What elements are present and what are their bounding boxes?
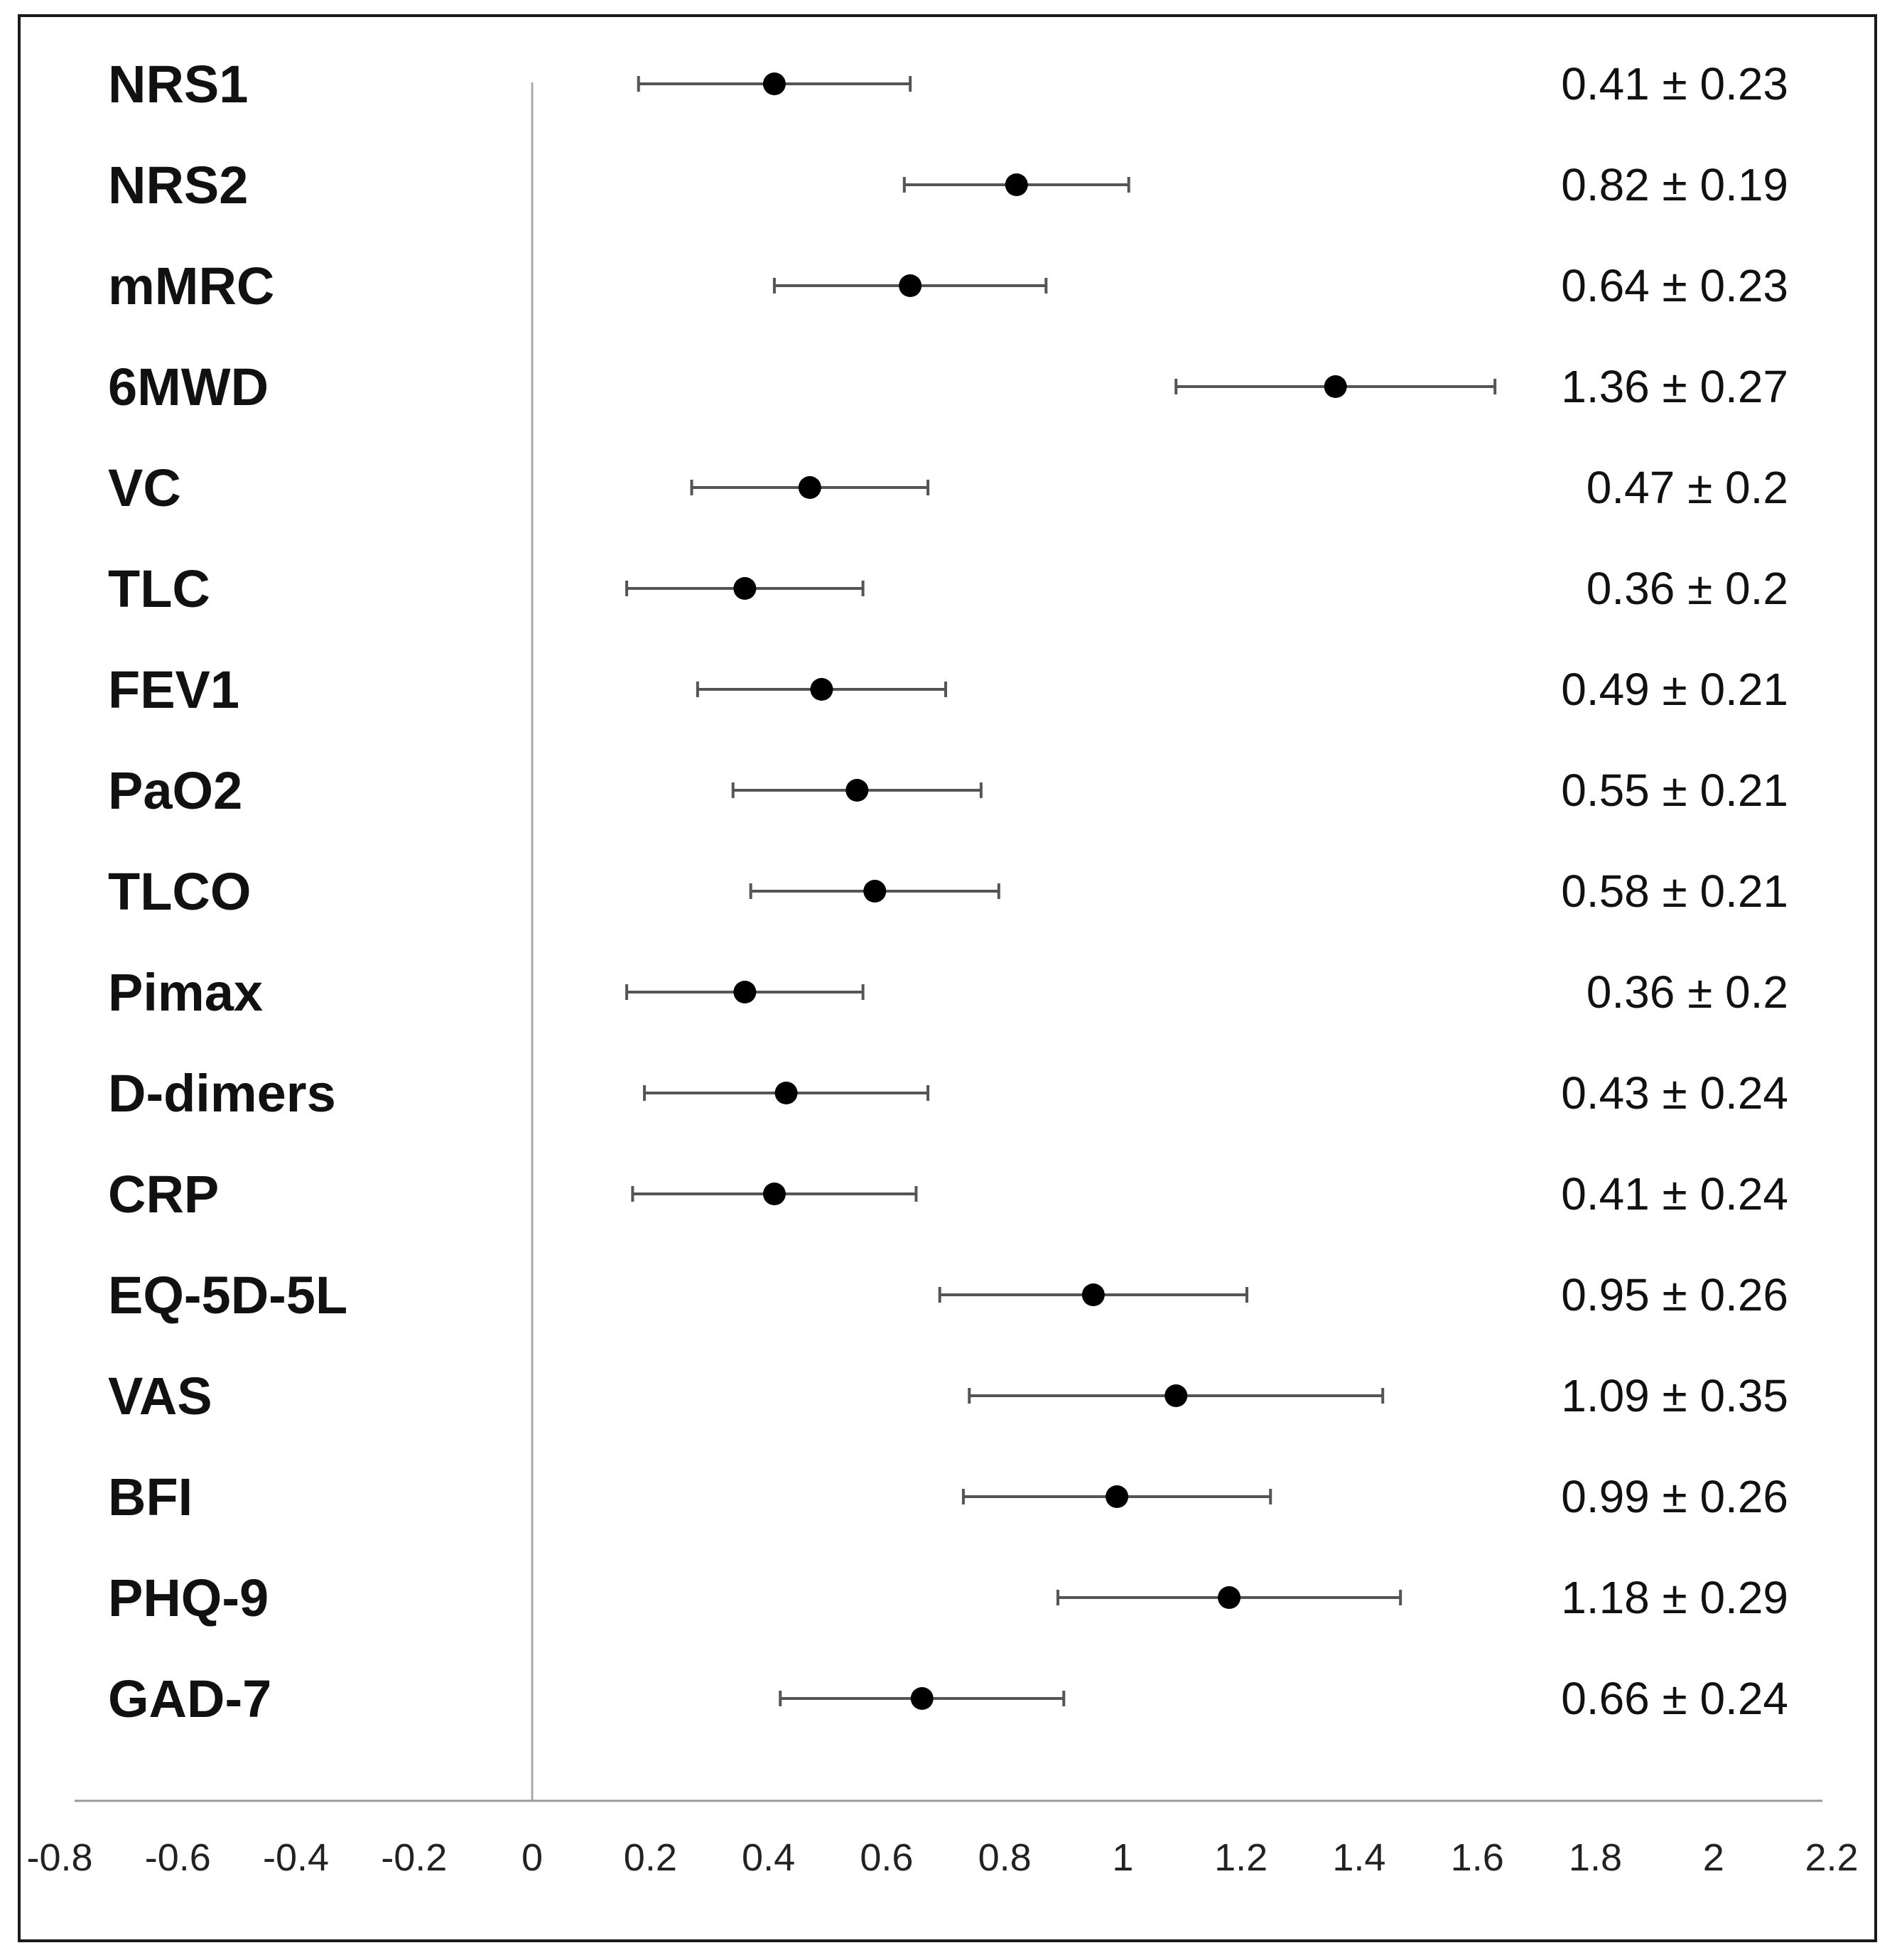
row-value: 0.41 ± 0.24	[1561, 1168, 1788, 1219]
forest-row: NRS1 0.41 ± 0.23	[108, 55, 1788, 114]
mean-point	[1005, 173, 1028, 196]
row-label: VAS	[108, 1367, 212, 1426]
x-tick-label: -0.2	[381, 1836, 447, 1879]
row-value: 0.36 ± 0.2	[1587, 966, 1788, 1018]
forest-row: D-dimers 0.43 ± 0.24	[108, 1064, 1788, 1123]
mean-point	[863, 880, 887, 903]
row-value: 0.49 ± 0.21	[1561, 664, 1788, 715]
forest-row: NRS2 0.82 ± 0.19	[108, 156, 1788, 215]
row-label: mMRC	[108, 257, 274, 316]
mean-point	[810, 678, 833, 701]
row-label: 6MWD	[108, 357, 269, 416]
mean-point	[1324, 375, 1347, 398]
row-label: TLCO	[108, 862, 251, 921]
row-label: FEV1	[108, 660, 239, 719]
forest-row: 6MWD 1.36 ± 0.27	[108, 357, 1788, 416]
x-tick-label: 1.2	[1214, 1836, 1268, 1879]
x-tick-label: 1.4	[1332, 1836, 1385, 1879]
x-tick-label: 0.2	[624, 1836, 677, 1879]
forest-row: TLC 0.36 ± 0.2	[108, 559, 1788, 618]
x-tick-label: 0.4	[742, 1836, 795, 1879]
row-value: 0.41 ± 0.23	[1561, 58, 1788, 109]
x-axis-ticks: -0.8 -0.6 -0.4 -0.2 0 0.2 0.4 0.6 0.8 1 1.2 1.4 1.6 1…	[26, 1836, 1858, 1879]
row-value: 0.64 ± 0.23	[1561, 260, 1788, 311]
mean-point	[733, 981, 757, 1003]
row-label: PHQ-9	[108, 1568, 269, 1627]
row-value: 0.99 ± 0.26	[1561, 1471, 1788, 1522]
forest-row: CRP 0.41 ± 0.24	[108, 1165, 1788, 1224]
row-value: 1.09 ± 0.35	[1561, 1370, 1788, 1421]
mean-point	[798, 476, 821, 499]
chart-frame	[18, 14, 1877, 1942]
mean-point	[1081, 1283, 1105, 1306]
row-value: 1.18 ± 0.29	[1561, 1572, 1788, 1623]
mean-point	[1106, 1485, 1129, 1508]
row-value: 0.58 ± 0.21	[1561, 866, 1788, 917]
row-label: NRS1	[108, 55, 248, 114]
x-tick-label: 0.8	[978, 1836, 1032, 1879]
row-label: D-dimers	[108, 1064, 336, 1123]
mean-point	[910, 1687, 934, 1710]
forest-row: BFI 0.99 ± 0.26	[108, 1468, 1788, 1526]
row-label: VC	[108, 458, 181, 517]
row-value: 0.66 ± 0.24	[1561, 1673, 1788, 1724]
forest-row: mMRC 0.64 ± 0.23	[108, 257, 1788, 316]
x-tick-label: -0.4	[263, 1836, 329, 1879]
row-label: PaO2	[108, 761, 242, 820]
forest-row: Pimax 0.36 ± 0.2	[108, 963, 1788, 1022]
x-tick-label: 2.2	[1805, 1836, 1858, 1879]
x-tick-label: 1	[1112, 1836, 1133, 1879]
x-tick-label: 0	[521, 1836, 543, 1879]
x-tick-label: 2	[1703, 1836, 1724, 1879]
row-label: CRP	[108, 1165, 219, 1224]
row-value: 0.95 ± 0.26	[1561, 1269, 1788, 1320]
forest-row: VAS 1.09 ± 0.35	[108, 1367, 1788, 1426]
mean-point	[774, 1082, 798, 1104]
row-label: GAD-7	[108, 1669, 271, 1728]
forest-rows: NRS1 0.41 ± 0.23 NRS2 0.82 ± 0.19 mMRC 0.64 ±…	[108, 55, 1788, 1728]
forest-row: TLCO 0.58 ± 0.21	[108, 862, 1788, 921]
x-tick-label: -0.8	[26, 1836, 92, 1879]
x-tick-label: 1.8	[1569, 1836, 1622, 1879]
forest-row: GAD-7 0.66 ± 0.24	[108, 1669, 1788, 1728]
row-value: 0.36 ± 0.2	[1587, 563, 1788, 614]
x-tick-label: 0.6	[860, 1836, 913, 1879]
row-value: 0.55 ± 0.21	[1561, 765, 1788, 816]
row-label: Pimax	[108, 963, 263, 1022]
row-label: NRS2	[108, 156, 248, 215]
mean-point	[733, 577, 757, 600]
mean-point	[762, 1183, 786, 1205]
row-label: EQ-5D-5L	[108, 1266, 347, 1325]
row-label: TLC	[108, 559, 210, 618]
x-tick-label: 1.6	[1451, 1836, 1504, 1879]
row-value: 1.36 ± 0.27	[1561, 361, 1788, 412]
mean-point	[1218, 1586, 1241, 1609]
forest-row: VC 0.47 ± 0.2	[108, 458, 1788, 517]
row-value: 0.43 ± 0.24	[1561, 1067, 1788, 1119]
mean-point	[899, 274, 922, 297]
row-value: 0.47 ± 0.2	[1587, 462, 1788, 513]
mean-point	[1164, 1384, 1188, 1407]
forest-row: PaO2 0.55 ± 0.21	[108, 761, 1788, 820]
forest-row: FEV1 0.49 ± 0.21	[108, 660, 1788, 719]
x-tick-label: -0.6	[145, 1836, 211, 1879]
forest-row: EQ-5D-5L 0.95 ± 0.26	[108, 1266, 1788, 1325]
forest-row: PHQ-9 1.18 ± 0.29	[108, 1568, 1788, 1627]
row-value: 0.82 ± 0.19	[1561, 159, 1788, 210]
mean-point	[845, 779, 869, 802]
mean-point	[762, 72, 786, 95]
row-label: BFI	[108, 1468, 193, 1526]
